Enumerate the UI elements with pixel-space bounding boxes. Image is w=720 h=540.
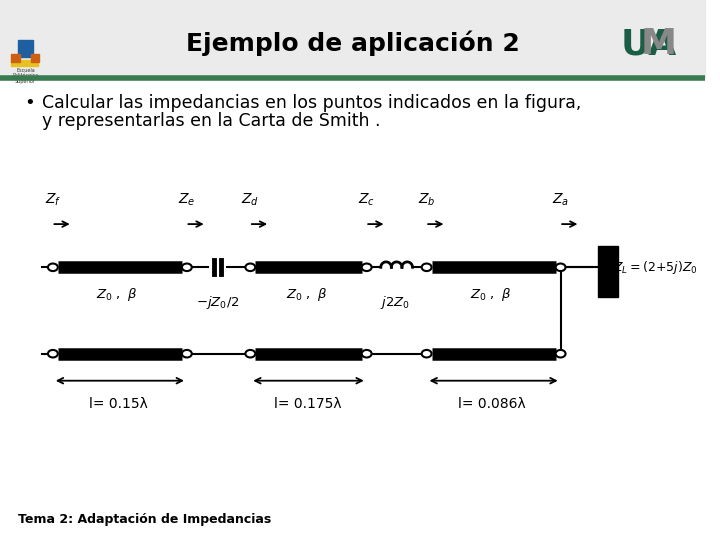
Circle shape: [556, 264, 565, 271]
Text: $Z_0\ ,\ \beta$: $Z_0\ ,\ \beta$: [469, 286, 510, 303]
Text: $Z_f$: $Z_f$: [45, 192, 61, 208]
Text: $Z_0\ ,\ \beta$: $Z_0\ ,\ \beta$: [287, 286, 328, 303]
Text: l= 0.15λ: l= 0.15λ: [89, 397, 148, 411]
Circle shape: [361, 264, 372, 271]
Circle shape: [556, 350, 565, 357]
Circle shape: [182, 350, 192, 357]
Text: M: M: [640, 28, 676, 61]
Circle shape: [422, 264, 431, 271]
Text: y representarlas en la Carta de Smith .: y representarlas en la Carta de Smith .: [42, 112, 381, 130]
Circle shape: [48, 264, 58, 271]
Text: UA: UA: [621, 28, 677, 61]
Text: $Z_a$: $Z_a$: [552, 192, 570, 208]
Circle shape: [422, 350, 431, 357]
Text: l= 0.175λ: l= 0.175λ: [274, 397, 342, 411]
Circle shape: [246, 350, 256, 357]
Text: $Z_e$: $Z_e$: [178, 192, 196, 208]
Bar: [598, 246, 618, 297]
Text: •: •: [24, 94, 35, 112]
Circle shape: [182, 264, 192, 271]
Text: $Z_b$: $Z_b$: [418, 192, 436, 208]
Circle shape: [361, 350, 372, 357]
Bar: [12, 54, 19, 62]
Bar: [31, 54, 40, 62]
Bar: [17, 40, 33, 57]
Text: l= 0.086λ: l= 0.086λ: [459, 397, 526, 411]
Bar: [0, 0, 705, 78]
Bar: [12, 60, 38, 66]
Text: $-jZ_0/2$: $-jZ_0/2$: [196, 294, 239, 311]
Circle shape: [48, 350, 58, 357]
Text: Calcular las impedancias en los puntos indicados en la figura,: Calcular las impedancias en los puntos i…: [42, 94, 582, 112]
Text: $Z_L{=}(2{+}5j)Z_0$: $Z_L{=}(2{+}5j)Z_0$: [613, 259, 698, 276]
Text: Tema 2: Adaptación de Impedancias: Tema 2: Adaptación de Impedancias: [17, 514, 271, 526]
Text: Escuela
Politécnica
Superior: Escuela Politécnica Superior: [12, 68, 38, 84]
Text: $Z_0\ ,\ \beta$: $Z_0\ ,\ \beta$: [96, 286, 137, 303]
Text: Ejemplo de aplicación 2: Ejemplo de aplicación 2: [186, 30, 519, 56]
Text: $Z_c$: $Z_c$: [358, 192, 375, 208]
Text: $j2Z_0$: $j2Z_0$: [380, 294, 410, 311]
Circle shape: [246, 264, 256, 271]
Text: $Z_d$: $Z_d$: [241, 192, 259, 208]
